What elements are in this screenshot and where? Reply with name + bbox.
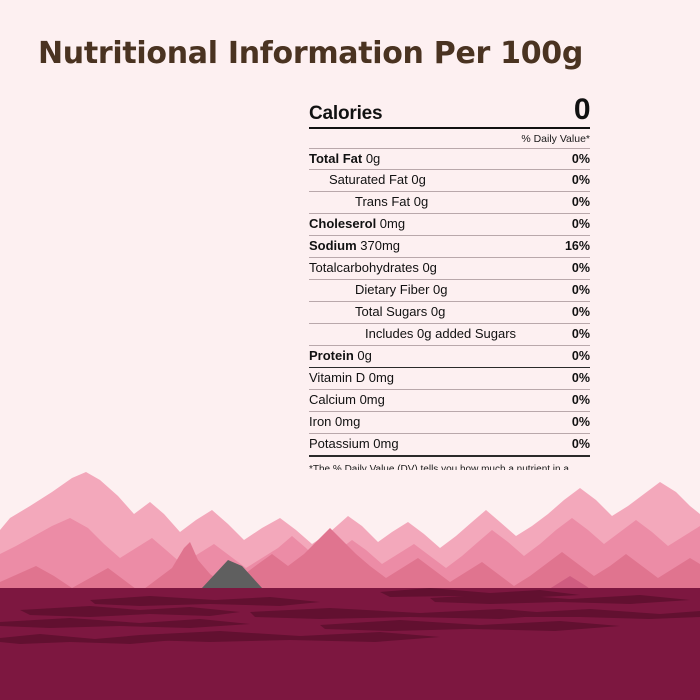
nutrient-row: Vitamin D 0mg 0% xyxy=(309,368,590,389)
nutrient-row: Totalcarbohydrates 0g 0% xyxy=(309,258,590,279)
nutrient-daily-value: 0% xyxy=(571,151,590,166)
daily-value-header-text: % Daily Value* xyxy=(521,132,590,145)
nutrient-name: Saturated Fat 0g xyxy=(329,172,426,188)
nutrient-row: Trans Fat 0g 0% xyxy=(309,192,590,213)
divider-row xyxy=(309,191,590,193)
divider-row xyxy=(309,323,590,324)
gray-peak xyxy=(202,560,268,590)
nutrient-daily-value: 0% xyxy=(571,371,590,386)
foreground-land xyxy=(0,588,700,700)
nutrient-row: Protein 0g 0% xyxy=(309,346,590,367)
calories-value: 0 xyxy=(573,93,591,126)
divider-row xyxy=(309,257,590,259)
nutrient-daily-value: 0% xyxy=(571,327,590,341)
mountain-illustration xyxy=(0,470,700,700)
foreground-streaks xyxy=(0,588,700,644)
nutrient-name: Iron 0mg xyxy=(309,414,361,430)
nutrient-name: Dietary Fiber 0g xyxy=(355,282,448,298)
nutrient-row: Iron 0mg 0% xyxy=(309,412,590,433)
divider-row xyxy=(309,279,590,281)
calories-label: Calories xyxy=(309,102,383,124)
divider-row xyxy=(309,433,590,435)
divider-above-footnote xyxy=(309,455,590,457)
nutrient-row: Total Fat 0g 0% xyxy=(309,149,590,170)
divider-row xyxy=(309,411,590,413)
nutrient-daily-value: 0% xyxy=(571,437,590,452)
nutrient-rows: Total Fat 0g 0% Saturated Fat 0g 0% Trans Fa… xyxy=(309,147,590,456)
nutrient-row: Choleserol 0mg 0% xyxy=(309,214,590,235)
nutrient-daily-value: 0% xyxy=(571,173,590,188)
daily-value-header: % Daily Value* xyxy=(309,129,590,148)
nutrient-name: Totalcarbohydrates 0g xyxy=(309,260,437,276)
nutrient-daily-value: 0% xyxy=(571,195,590,210)
nutrient-name: Includes 0g added Sugars xyxy=(365,326,517,341)
nutrient-name: Potassium 0mg xyxy=(309,436,399,452)
divider-row xyxy=(309,169,590,171)
calories-row: Calories 0 xyxy=(309,93,591,127)
nutrient-row: Total Sugars 0g 0% xyxy=(309,302,590,323)
divider-section xyxy=(309,366,590,369)
nutrient-daily-value: 0% xyxy=(571,393,590,408)
nutrient-row: Saturated Fat 0g 0% xyxy=(309,170,590,191)
nutrient-name: Total Fat 0g xyxy=(309,150,381,166)
divider-row xyxy=(309,389,590,391)
nutrient-daily-value: 0% xyxy=(571,415,590,430)
divider-row xyxy=(309,213,590,215)
nutrient-row: Sodium 370mg 16% xyxy=(309,236,590,257)
nutrient-row: Dietary Fiber 0g 0% xyxy=(309,280,590,301)
nutrient-daily-value: 0% xyxy=(571,283,590,298)
nutrient-daily-value: 0% xyxy=(571,305,590,320)
nutrient-name: Trans Fat 0g xyxy=(355,194,429,210)
nutrient-name: Vitamin D 0mg xyxy=(309,370,395,386)
nutrient-name: Protein 0g xyxy=(309,347,372,363)
divider-under-calories xyxy=(309,126,590,129)
nutrient-name: Calcium 0mg xyxy=(309,392,385,408)
divider-row xyxy=(309,235,590,237)
divider-row xyxy=(309,147,590,149)
nutrient-daily-value: 0% xyxy=(571,261,590,276)
nutrient-name: Choleserol 0mg xyxy=(309,216,406,232)
nutrient-row: Calcium 0mg 0% xyxy=(309,390,590,411)
nutrient-row: Potassium 0mg 0% xyxy=(309,434,590,455)
mountain-svg xyxy=(0,470,700,700)
divider-row xyxy=(309,344,590,346)
nutrient-daily-value: 0% xyxy=(571,348,590,363)
nutrient-name: Total Sugars 0g xyxy=(355,304,446,320)
nutrient-name: Sodium 370mg xyxy=(309,238,401,254)
nutrient-row: Includes 0g added Sugars 0% xyxy=(309,324,590,345)
divider-row xyxy=(309,301,590,303)
nutrient-daily-value: 0% xyxy=(571,217,590,232)
nutrient-daily-value: 16% xyxy=(564,239,590,254)
page-title: Nutritional Information Per 100g xyxy=(38,36,584,71)
nutrition-facts-panel: Calories 0 % Daily Value* Total Fat 0g 0%… xyxy=(309,93,591,503)
